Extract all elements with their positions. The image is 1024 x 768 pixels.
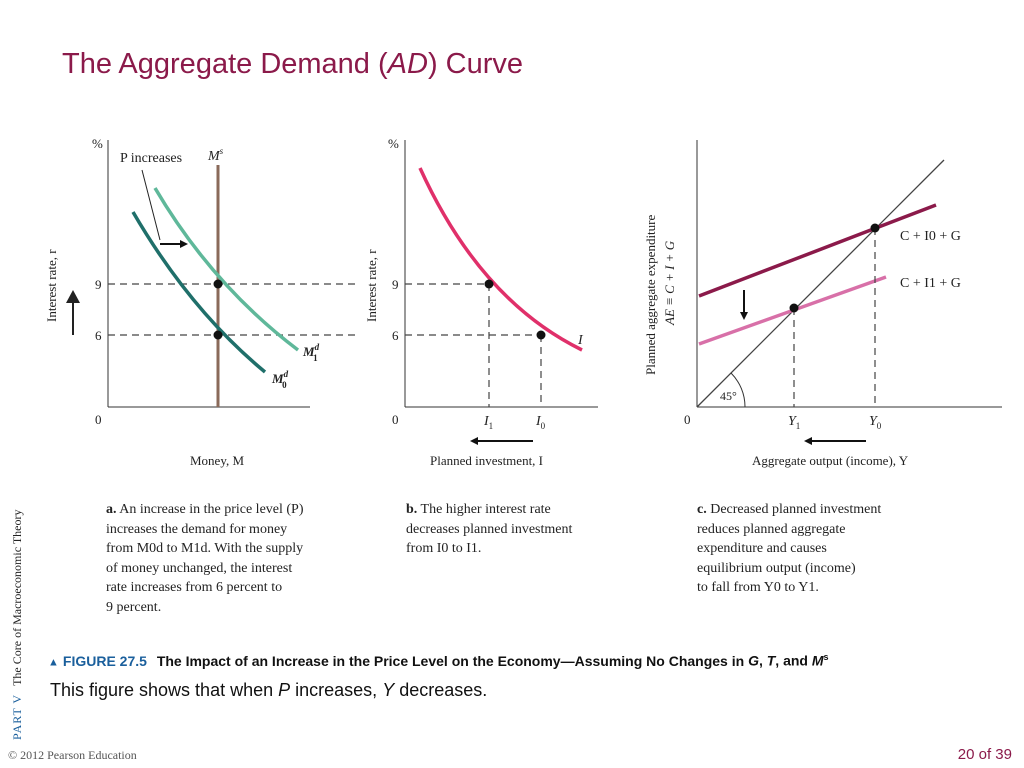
panel-a-caption-letter: a.	[106, 502, 117, 517]
angle-arc	[730, 372, 746, 408]
panel-b-tick-9: 9	[392, 277, 399, 292]
panel-a-tick-6: 6	[95, 328, 102, 343]
part-label: PART V	[10, 693, 24, 740]
ae-upper-label: C + I0 + G	[900, 229, 961, 244]
copyright-footer: © 2012 Pearson Education	[8, 748, 137, 762]
figure-number: FIGURE 27.5	[62, 652, 147, 669]
panel-b-x-axis-label: Planned investment, I	[430, 453, 543, 468]
panel-b-y-axis-label: Interest rate, r	[364, 249, 379, 322]
panel-b-tick-6: 6	[392, 328, 399, 343]
panel-c-caption: c. Decreased planned investment reduces …	[697, 500, 957, 598]
ms-label: Ms	[207, 146, 224, 164]
part-sidebar: PART V The Core of Macroeconomic Theory	[10, 510, 25, 740]
md1-label: Md 1	[302, 342, 320, 363]
panel-c-point-y0	[870, 223, 880, 233]
panel-a-point-6	[213, 330, 223, 340]
panel-a-percent-label: %	[92, 136, 103, 151]
part-title: The Core of Macroeconomic Theory	[10, 509, 24, 686]
forty-five-degree-line	[696, 159, 945, 408]
triangle-icon: ▲	[48, 656, 59, 669]
angle-label: 45°	[720, 389, 737, 403]
panel-a-tick-9: 9	[95, 277, 102, 292]
caption-line: decreases planned investment	[406, 521, 573, 537]
md0-label: Md 0	[271, 369, 289, 390]
caption-line: increases the demand for money	[106, 521, 288, 537]
panel-c-point-y1	[789, 303, 799, 313]
panel-b-tick-i0: I0	[535, 414, 546, 431]
caption-line: An increase in the price level (P)	[119, 502, 304, 517]
page-number: 20 of 39	[957, 746, 1012, 763]
md0-curve	[131, 211, 267, 374]
caption-line: reduces planned aggregate	[697, 521, 846, 537]
panel-b: % Interest rate, r 9 6 0 I I1 I0 Planned…	[364, 136, 598, 468]
panel-c-y-axis-label-1: Planned aggregate expenditure	[643, 215, 658, 375]
panel-a-y-axis-label: Interest rate, r	[44, 249, 59, 322]
caption-line: 9 percent.	[106, 599, 162, 615]
caption-line: to fall from Y0 to Y1.	[697, 580, 819, 595]
p-increases-label: P increases	[120, 151, 182, 166]
figure-summary: This figure shows that when P increases,…	[50, 680, 488, 700]
caption-line: Decreased planned investment	[710, 502, 882, 517]
md1-curve	[153, 187, 300, 352]
panel-a-up-arrowhead	[66, 290, 80, 303]
ae-upper-line	[698, 203, 937, 298]
panel-c: Planned aggregate expenditure AE ≡ C + I…	[643, 140, 1002, 468]
panel-b-caption: b. The higher interest rate decreases pl…	[406, 500, 646, 559]
caption-line: of money unchanged, the interest	[106, 560, 293, 576]
caption-line: from M0d to M1d. With the supply	[106, 541, 304, 556]
panel-b-point-6	[536, 330, 546, 340]
caption-line: from I0 to I1.	[406, 541, 482, 556]
investment-curve	[418, 167, 583, 352]
panel-b-percent-label: %	[388, 136, 399, 151]
panel-c-caption-letter: c.	[697, 502, 707, 517]
panel-a-point-9	[213, 279, 223, 289]
caption-line: The higher interest rate	[420, 502, 551, 517]
panel-c-x-axis-label: Aggregate output (income), Y	[752, 453, 909, 468]
caption-line: rate increases from 6 percent to	[106, 580, 283, 595]
panel-c-tick-y0: Y0	[869, 414, 882, 431]
investment-curve-label: I	[577, 333, 584, 348]
panel-a: % Interest rate, r 9 6 0 Money, M Ms Md 0…	[44, 136, 360, 468]
panel-a-origin: 0	[95, 412, 102, 427]
panel-b-tick-i1: I1	[483, 414, 493, 431]
panel-b-origin: 0	[392, 412, 399, 427]
panel-c-origin: 0	[684, 412, 691, 427]
ae-lower-label: C + I1 + G	[900, 276, 961, 291]
figure-caption-text: The Impact of an Increase in the Price L…	[156, 652, 749, 669]
caption-line: expenditure and causes	[697, 541, 827, 556]
caption-line: equilibrium output (income)	[697, 560, 856, 576]
p-increases-pointer	[141, 169, 161, 241]
figure-caption: ▲ FIGURE 27.5 The Impact of an Increase i…	[48, 652, 829, 669]
panel-a-x-axis-label: Money, M	[190, 453, 244, 468]
panel-b-point-9	[484, 279, 494, 289]
panel-c-tick-y1: Y1	[788, 414, 800, 431]
slide-title: The Aggregate Demand (AD) Curve	[62, 48, 524, 80]
panel-c-y-axis-label-2: AE ≡ C + I + G	[662, 240, 677, 326]
panel-a-caption: a. An increase in the price level (P) in…	[106, 500, 356, 617]
panel-b-caption-letter: b.	[406, 502, 418, 517]
